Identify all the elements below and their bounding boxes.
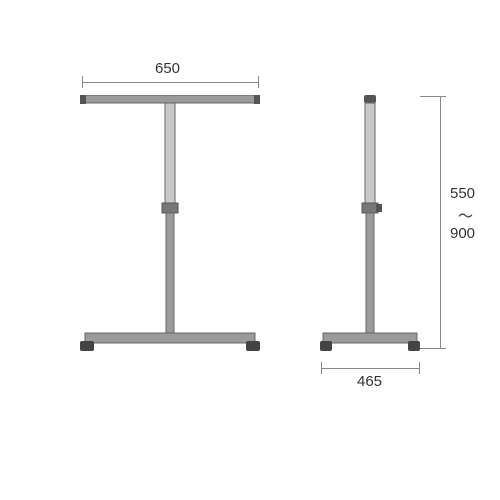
dim-height-min-label: 550 xyxy=(450,185,475,202)
side-view xyxy=(320,95,420,355)
dim-height-max-label: 900 xyxy=(450,225,475,242)
dim-side-width-label: 465 xyxy=(357,373,382,390)
dim-top-width-label: 650 xyxy=(155,60,180,77)
front-view xyxy=(80,95,260,355)
dim-height-tilde-label: 〜 xyxy=(458,205,473,226)
